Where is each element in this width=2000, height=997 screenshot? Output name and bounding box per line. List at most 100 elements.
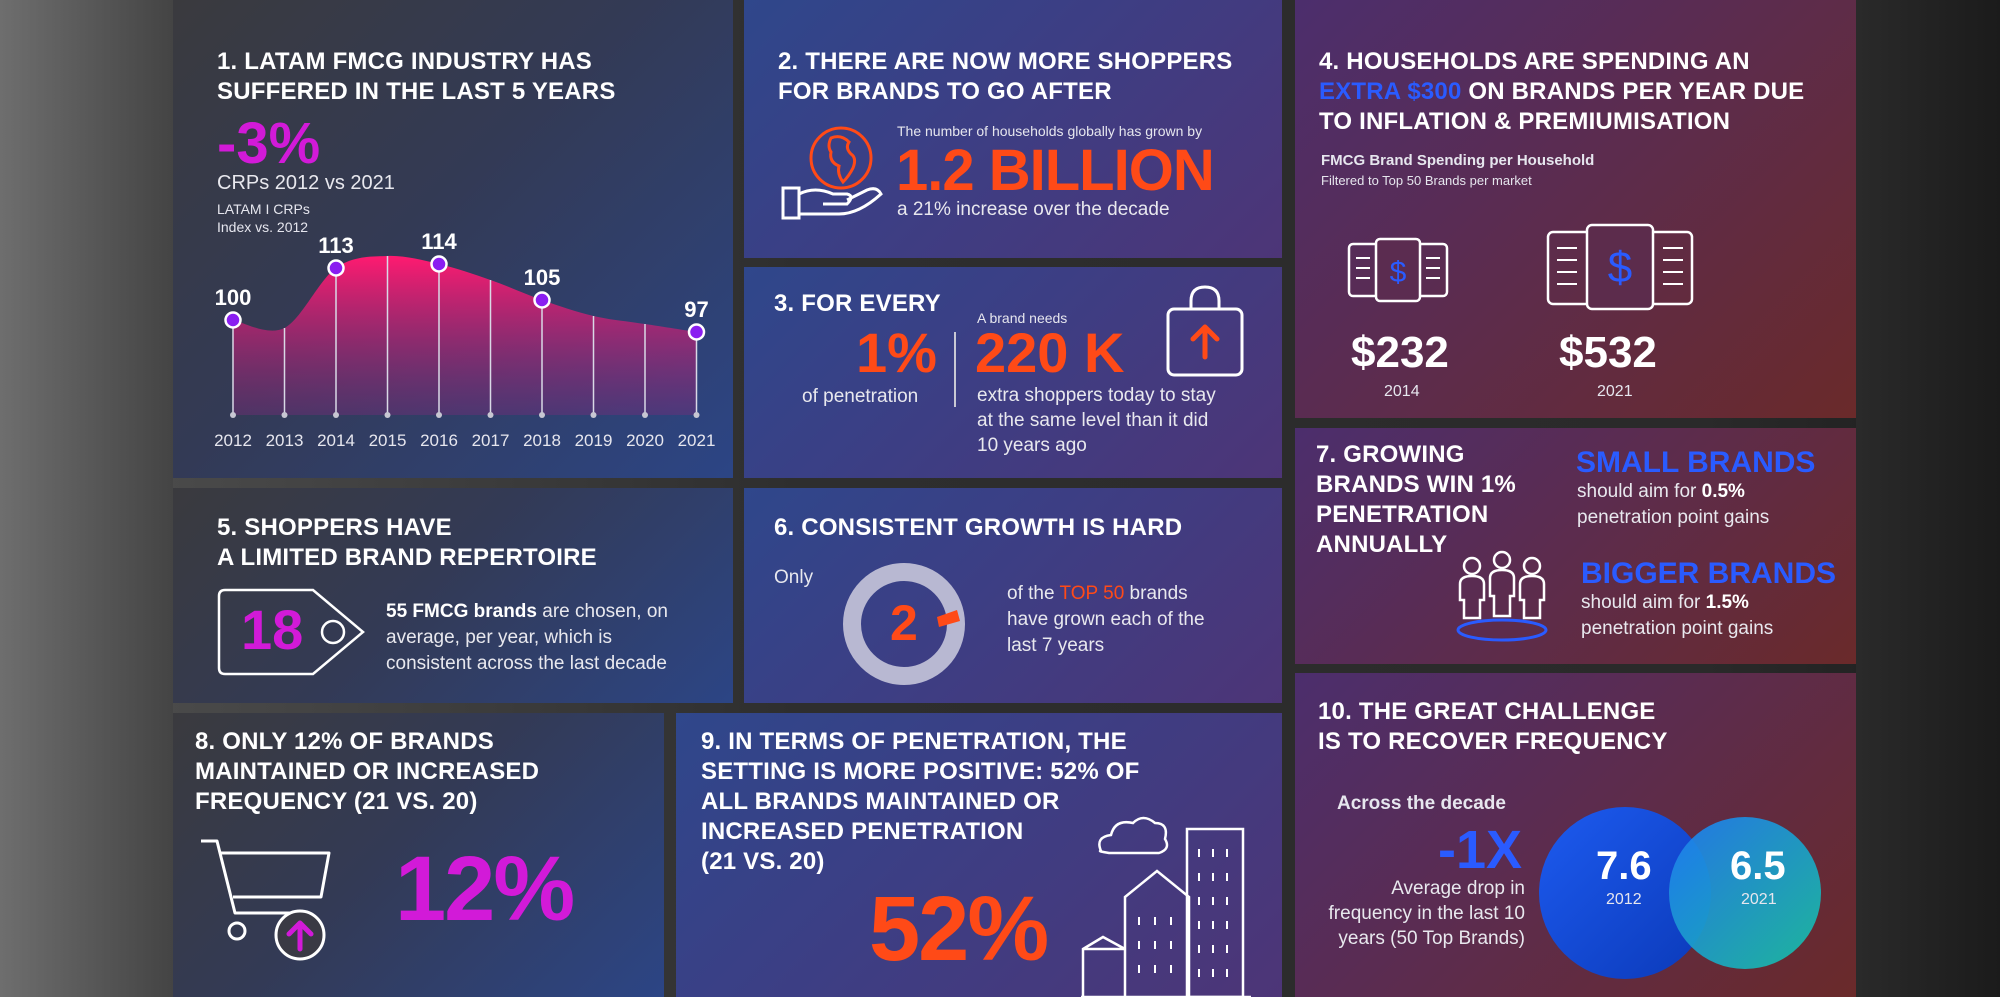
crp-area xyxy=(233,255,697,415)
panel1-note: LATAM I CRPs Index vs. 2012 xyxy=(217,201,310,235)
crp-label-2014: 113 xyxy=(318,233,354,258)
panel-penetration-positive: 9. IN TERMS OF PENETRATION, THE SETTING I… xyxy=(676,713,1282,997)
globe-in-hand-icon xyxy=(781,126,883,220)
crp-point-2014 xyxy=(327,259,345,277)
panel5-title: 5. SHOPPERS HAVE A LIMITED BRAND REPERTOI… xyxy=(217,514,597,571)
crp-base-dot-2014 xyxy=(333,412,339,418)
panel6-only: Only xyxy=(774,567,814,588)
panel4-sub1: FMCG Brand Spending per Household xyxy=(1321,152,1595,169)
crp-base-dot-2019 xyxy=(590,412,597,418)
panel6-number: 2 xyxy=(890,595,918,651)
crp-label-2012: 100 xyxy=(215,285,252,310)
shopping-cart-up-icon xyxy=(201,839,331,961)
panel2-intro: The number of households globally has gr… xyxy=(897,123,1203,139)
panel3-divider xyxy=(954,332,956,407)
crp-x-tick-2014: 2014 xyxy=(317,431,355,450)
panel1-subtitle: CRPs 2012 vs 2021 xyxy=(217,172,395,194)
panel10-big-stat: -1X xyxy=(1438,820,1523,880)
panel-household-spending: 4. HOUSEHOLDS ARE SPENDING AN EXTRA $300… xyxy=(1295,0,1856,418)
crp-base-dot-2021 xyxy=(693,412,700,418)
crp-base-dot-2013 xyxy=(281,412,288,418)
freq-2021-value: 6.5 xyxy=(1730,844,1786,888)
crp-area-chart: 2012 2013 2014 2015 2016 2017 2018 2019 2020 2021… xyxy=(214,229,716,450)
panel10-across: Across the decade xyxy=(1337,793,1506,814)
crp-base-dot-2016 xyxy=(436,412,442,418)
panel1-big-stat: -3% xyxy=(217,111,321,176)
panel3-pct: 1% xyxy=(856,321,937,384)
panel3-title: 3. FOR EVERY xyxy=(774,290,941,317)
panel8-title: 8. ONLY 12% OF BRANDS MAINTAINED OR INCRE… xyxy=(195,728,540,815)
crp-point-2021 xyxy=(687,323,706,341)
panel10-title: 10. THE GREAT CHALLENGE IS TO RECOVER FRE… xyxy=(1318,698,1668,755)
crp-x-tick-2012: 2012 xyxy=(214,431,252,450)
people-group-icon xyxy=(1456,550,1548,642)
shopping-bag-up-icon xyxy=(1166,285,1244,377)
panel2-title: 2. THERE ARE NOW MORE SHOPPERS FOR BRANDS… xyxy=(778,48,1233,105)
panel3-desc: extra shoppers today to stay at the same … xyxy=(977,385,1216,456)
donut-ring-icon xyxy=(843,563,965,685)
crp-base-dot-2012 xyxy=(230,412,236,418)
spend-2021-value: $532 xyxy=(1559,328,1657,377)
freq-2012-value: 7.6 xyxy=(1596,844,1652,888)
panel-industry-crps: 1. LATAM FMCG INDUSTRY HAS SUFFERED IN TH… xyxy=(173,0,733,478)
crp-label-2016: 114 xyxy=(421,229,457,254)
crp-base-dot-2017 xyxy=(487,412,494,418)
right-background xyxy=(1856,0,2000,997)
panel9-title: 9. IN TERMS OF PENETRATION, THE SETTING I… xyxy=(701,728,1140,875)
crp-x-tick-2018: 2018 xyxy=(523,431,561,450)
crp-x-tick-2013: 2013 xyxy=(266,431,304,450)
crp-point-2012 xyxy=(224,311,242,329)
panel-consistent-growth: 6. CONSISTENT GROWTH IS HARD Only 2 of t… xyxy=(744,488,1282,703)
panel-penetration-need: 3. FOR EVERY 1% of penetration A brand n… xyxy=(744,267,1282,478)
city-buildings-icon xyxy=(1081,816,1251,997)
frequency-circles xyxy=(1539,807,1821,979)
svg-text:$: $ xyxy=(1608,243,1632,292)
crp-point-2016 xyxy=(430,255,448,273)
panel4-title: 4. HOUSEHOLDS ARE SPENDING AN EXTRA $300… xyxy=(1319,48,1805,135)
panel2-big-stat: 1.2 BILLION xyxy=(896,138,1215,203)
crp-label-2018: 105 xyxy=(524,265,561,290)
panel4-sub2: Filtered to Top 50 Brands per market xyxy=(1321,173,1532,188)
crp-x-tick-2015: 2015 xyxy=(369,431,407,450)
panel-brand-repertoire: 5. SHOPPERS HAVE A LIMITED BRAND REPERTOI… xyxy=(173,488,733,703)
panel-more-shoppers: 2. THERE ARE NOW MORE SHOPPERS FOR BRANDS… xyxy=(744,0,1282,258)
panel1-title: 1. LATAM FMCG INDUSTRY HAS SUFFERED IN TH… xyxy=(217,48,616,105)
small-brands-heading: SMALL BRANDS xyxy=(1576,446,1816,479)
crp-point-2018 xyxy=(533,291,551,309)
left-background xyxy=(0,0,173,997)
panel6-desc: of the TOP 50 brands have grown each of … xyxy=(1007,583,1205,656)
panel2-sub: a 21% increase over the decade xyxy=(897,199,1170,220)
svg-text:$: $ xyxy=(1390,256,1407,289)
crp-base-dot-2015 xyxy=(384,412,391,418)
crp-x-tick-2021: 2021 xyxy=(678,431,716,450)
panel3-pct-label: of penetration xyxy=(802,386,919,407)
panel-frequency-brands: 8. ONLY 12% OF BRANDS MAINTAINED OR INCRE… xyxy=(173,713,664,997)
panel7-title: 7. GROWING BRANDS WIN 1% PENETRATION ANNUA… xyxy=(1316,441,1516,558)
panel10-desc: Average drop in frequency in the last 10 y… xyxy=(1328,878,1525,949)
bigger-brands-heading: BIGGER BRANDS xyxy=(1581,557,1837,590)
crp-base-dot-2018 xyxy=(539,412,545,418)
crp-x-tick-2020: 2020 xyxy=(626,431,664,450)
small-cash-stack-icon: $ xyxy=(1347,237,1449,303)
panel3-need: A brand needs xyxy=(977,310,1068,326)
panel9-big-stat: 52% xyxy=(869,878,1049,980)
freq-2012-year: 2012 xyxy=(1606,891,1642,908)
spend-2014-year: 2014 xyxy=(1384,383,1420,400)
crp-base-dot-2020 xyxy=(642,412,648,418)
spend-2014-value: $232 xyxy=(1351,328,1449,377)
panel3-big-stat: 220 K xyxy=(975,321,1125,384)
crp-x-tick-2016: 2016 xyxy=(420,431,458,450)
crp-x-tick-2019: 2019 xyxy=(575,431,613,450)
bigger-brands-desc: should aim for 1.5% penetration point ga… xyxy=(1581,592,1774,639)
freq-2021-year: 2021 xyxy=(1741,891,1777,908)
crp-x-tick-2017: 2017 xyxy=(472,431,510,450)
panel8-big-stat: 12% xyxy=(395,838,575,940)
large-cash-stack-icon: $ xyxy=(1546,223,1694,311)
panel-recover-frequency: 10. THE GREAT CHALLENGE IS TO RECOVER FRE… xyxy=(1295,673,1856,997)
crp-label-2021: 97 xyxy=(684,297,708,322)
small-brands-desc: should aim for 0.5% penetration point ga… xyxy=(1577,481,1770,528)
panel6-title: 6. CONSISTENT GROWTH IS HARD xyxy=(774,514,1183,541)
panel5-desc: 55 FMCG brands are chosen, on average, p… xyxy=(386,601,668,674)
panel-growing-brands: 7. GROWING BRANDS WIN 1% PENETRATION ANNUA… xyxy=(1295,428,1856,664)
spend-2021-year: 2021 xyxy=(1597,383,1633,400)
